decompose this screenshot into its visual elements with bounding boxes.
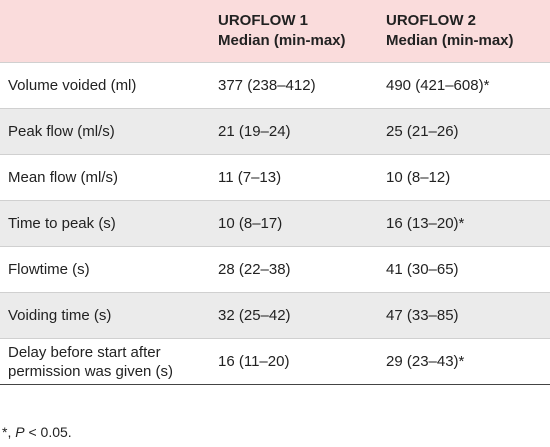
footnote-italic: P	[15, 424, 25, 440]
table-row: Mean flow (ml/s) 11 (7–13) 10 (8–12)	[0, 154, 550, 201]
header-empty	[0, 0, 210, 63]
row-label: Peak flow (ml/s)	[0, 108, 210, 155]
value-cell: 47 (33–85)	[378, 292, 550, 339]
table-body: Volume voided (ml) 377 (238–412) 490 (421–…	[0, 62, 550, 385]
footnote-prefix: *,	[2, 424, 16, 440]
table-row: Volume voided (ml) 377 (238–412) 490 (421–…	[0, 62, 550, 109]
value-cell: 28 (22–38)	[210, 246, 378, 293]
table-row: Time to peak (s) 10 (8–17) 16 (13–20)*	[0, 200, 550, 247]
row-label: Flowtime (s)	[0, 246, 210, 293]
value-cell: 32 (25–42)	[210, 292, 378, 339]
header-subtitle: Median (min-max)	[386, 32, 514, 49]
value-cell: 25 (21–26)	[378, 108, 550, 155]
value-cell: 11 (7–13)	[210, 154, 378, 201]
table-row: Voiding time (s) 32 (25–42) 47 (33–85)	[0, 292, 550, 339]
value-cell: 16 (13–20)*	[378, 200, 550, 247]
value-cell: 377 (238–412)	[210, 62, 378, 109]
row-label: Time to peak (s)	[0, 200, 210, 247]
header-row: UROFLOW 1 Median (min-max) UROFLOW 2 Media…	[0, 0, 550, 63]
footnote: *, P < 0.05.	[2, 424, 72, 440]
value-cell: 41 (30–65)	[378, 246, 550, 293]
value-cell: 10 (8–12)	[378, 154, 550, 201]
row-label: Delay before start after permission was …	[0, 338, 210, 385]
data-table: UROFLOW 1 Median (min-max) UROFLOW 2 Media…	[0, 0, 550, 385]
header-cell: UROFLOW 2 Median (min-max)	[378, 0, 550, 63]
header-cell: UROFLOW 1 Median (min-max)	[210, 0, 378, 63]
value-cell: 21 (19–24)	[210, 108, 378, 155]
value-cell: 29 (23–43)*	[378, 338, 550, 385]
value-cell: 10 (8–17)	[210, 200, 378, 247]
row-label: Volume voided (ml)	[0, 62, 210, 109]
header-title: UROFLOW 1	[218, 12, 308, 29]
footnote-suffix: < 0.05.	[24, 424, 72, 440]
table-row: Flowtime (s) 28 (22–38) 41 (30–65)	[0, 246, 550, 293]
header-subtitle: Median (min-max)	[218, 32, 346, 49]
row-label: Mean flow (ml/s)	[0, 154, 210, 201]
value-cell: 16 (11–20)	[210, 338, 378, 385]
table-row: Delay before start after permission was …	[0, 338, 550, 385]
header-title: UROFLOW 2	[386, 12, 476, 29]
value-cell: 490 (421–608)*	[378, 62, 550, 109]
row-label: Voiding time (s)	[0, 292, 210, 339]
table-row: Peak flow (ml/s) 21 (19–24) 25 (21–26)	[0, 108, 550, 155]
